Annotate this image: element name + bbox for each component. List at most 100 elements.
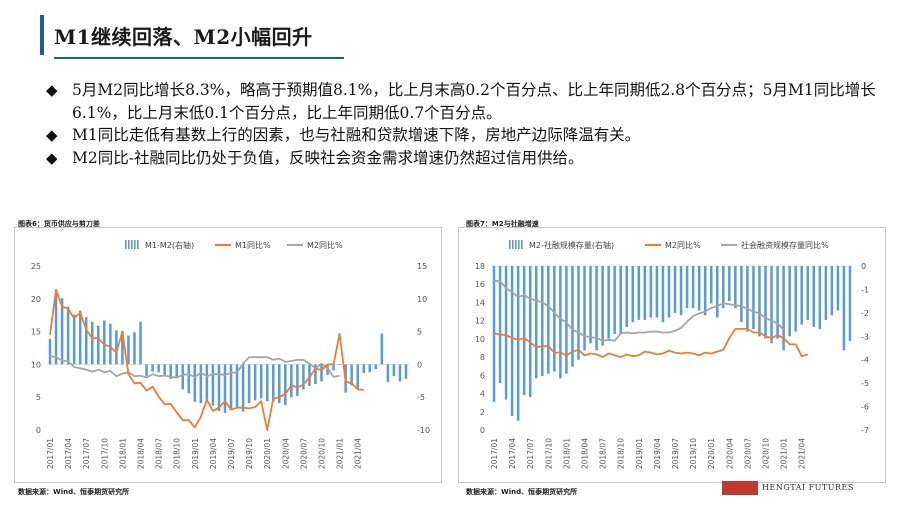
right-axis-tick: -6	[861, 403, 869, 412]
bar-mark	[380, 333, 384, 365]
x-axis-tick: 2020/01	[707, 438, 716, 469]
bar-mark	[547, 266, 550, 374]
bar-mark	[625, 266, 629, 327]
x-axis-tick: 2020/01	[263, 438, 272, 469]
bar-mark	[133, 332, 136, 365]
bar-mark	[697, 266, 701, 311]
bar-mark	[528, 266, 532, 398]
bar-mark	[271, 364, 275, 402]
bar-mark	[66, 306, 70, 365]
title-accent-bar	[40, 15, 44, 55]
bar-mark	[637, 266, 641, 320]
bar-mark	[350, 364, 353, 386]
bar-mark	[818, 266, 822, 330]
series-line	[49, 288, 364, 431]
bar-mark	[127, 335, 130, 365]
x-axis-tick: 2019/01	[635, 438, 644, 469]
bar-mark	[504, 266, 508, 400]
right-axis-tick: 0	[417, 360, 422, 369]
bar-mark	[241, 364, 245, 412]
right-axis-tick: 15	[417, 262, 427, 271]
left-chart-label: 图表6：货币供应与剪刀差	[18, 220, 100, 228]
bar-mark	[631, 266, 635, 323]
x-axis-tick: 2017/07	[526, 438, 535, 469]
diamond-bullet-icon: ◆	[46, 148, 58, 167]
right-axis-tick: 10	[417, 295, 427, 304]
x-axis-tick: 2020/10	[762, 438, 771, 469]
right-axis-tick: -3	[861, 332, 869, 341]
legend-bar-swatch	[137, 240, 139, 249]
bar-mark	[553, 266, 556, 372]
x-axis-tick: 2017/01	[490, 438, 499, 469]
left-axis-tick: 0	[480, 426, 485, 435]
bar-mark	[54, 293, 58, 365]
bar-mark	[613, 266, 616, 334]
bar-mark	[842, 266, 846, 351]
x-axis-tick: 2018/04	[581, 438, 590, 469]
x-axis-tick: 2017/04	[508, 438, 517, 469]
x-axis-tick: 2018/10	[173, 438, 182, 469]
x-axis-tick: 2017/01	[46, 438, 55, 469]
bar-mark	[848, 266, 852, 341]
bar-mark	[679, 266, 683, 316]
bullet-1: ◆ 5月M2同比增长8.3%，略高于预期值8.1%，比上月末高0.2个百分点、比…	[44, 79, 894, 124]
x-axis-tick: 2018/01	[118, 438, 127, 469]
hengtai-logo-text: HENGTAI FUTURES	[762, 483, 854, 492]
bar-mark	[163, 364, 166, 377]
bar-mark	[338, 364, 341, 366]
bar-mark	[187, 364, 191, 394]
bar-mark	[139, 321, 142, 365]
bar-mark	[601, 266, 604, 346]
bar-mark	[541, 266, 544, 377]
right-axis-tick: -4	[861, 356, 869, 365]
bar-mark	[247, 364, 251, 404]
bar-mark	[703, 266, 707, 316]
bar-mark	[109, 323, 112, 365]
x-axis-tick: 2021/01	[780, 438, 789, 469]
bar-mark	[175, 364, 178, 378]
legend-label: M2-社融规模存量(右轴)	[529, 240, 614, 250]
bar-mark	[788, 266, 791, 337]
bar-mark	[800, 266, 803, 325]
bar-mark	[199, 364, 203, 404]
left-axis-tick: 16	[475, 280, 485, 289]
bar-mark	[103, 320, 106, 365]
bar-mark	[715, 266, 719, 318]
bullet-list: ◆ 5月M2同比增长8.3%，略高于预期值8.1%，比上月末高0.2个百分点、比…	[44, 79, 894, 169]
left-axis-tick: 4	[480, 390, 485, 399]
bar-mark	[673, 266, 677, 313]
left-axis-tick: 0	[36, 426, 41, 435]
x-axis-tick: 2020/10	[318, 438, 327, 469]
x-axis-tick: 2019/07	[227, 438, 236, 469]
x-axis-tick: 2017/04	[64, 438, 73, 469]
bar-mark	[722, 266, 725, 309]
bar-mark	[302, 364, 305, 390]
left-chart-frame: M1-M2(右轴) M1同比% M2同比% 0 5 10 15 20 25 -10 -5 0 5 10 15…	[14, 227, 442, 483]
bar-mark	[746, 266, 749, 332]
bar-mark	[193, 364, 197, 402]
series-line	[49, 355, 340, 379]
x-axis-tick: 2021/04	[354, 438, 363, 469]
legend-bar-swatch	[515, 240, 517, 249]
left-axis-tick: 10	[31, 360, 41, 369]
right-chart: M2-社融规模存量(右轴) M2同比% 社会融资规模存量同比% 0 2 4 6 8 10 12 14…	[475, 240, 869, 469]
bar-mark	[284, 364, 287, 406]
bar-mark	[356, 364, 359, 390]
bar-mark	[223, 364, 227, 413]
bar-mark	[97, 325, 100, 365]
bar-mark	[806, 266, 810, 320]
bar-mark	[211, 364, 215, 406]
bar-mark	[374, 364, 378, 369]
bar-mark	[368, 364, 372, 373]
bar-mark	[308, 364, 311, 387]
bar-mark	[362, 364, 366, 373]
bullet-3-text: M2同比-社融同比仍处于负值，反映社会资金需求增速仍然超过信用供给。	[72, 148, 584, 167]
x-axis-tick: 2021/04	[798, 438, 807, 469]
legend-label: M2同比%	[665, 240, 701, 250]
x-axis-tick: 2019/07	[671, 438, 680, 469]
x-axis-tick: 2018/01	[562, 438, 571, 469]
bar-mark	[157, 364, 160, 373]
bar-mark	[709, 266, 713, 304]
bar-mark	[740, 266, 743, 323]
x-axis-tick: 2019/01	[191, 438, 200, 469]
